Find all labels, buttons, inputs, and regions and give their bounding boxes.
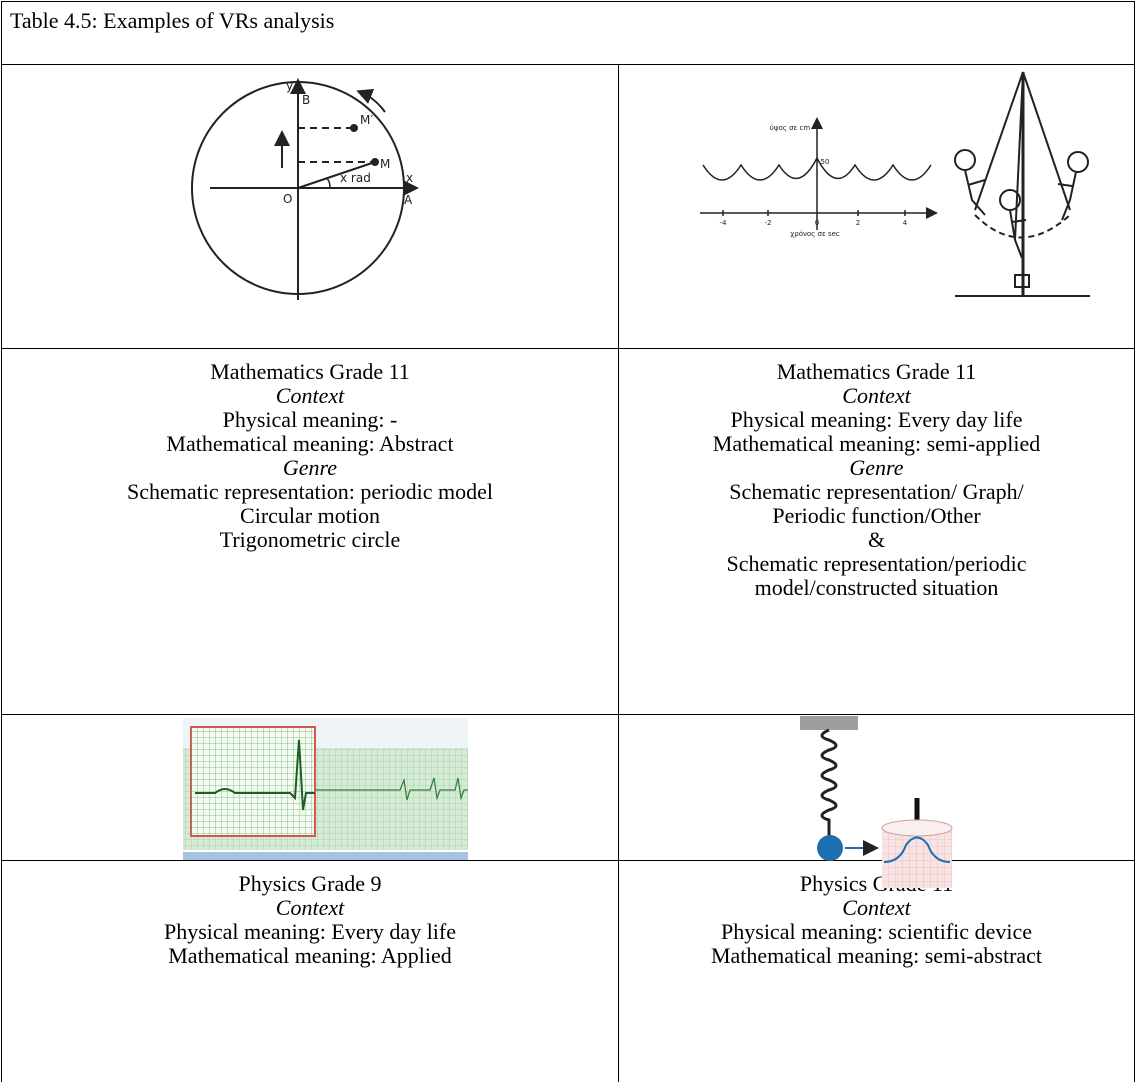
figures: y B M′ M x rad x O A ύψος σε cm 50 -4 -2… bbox=[0, 0, 1136, 1082]
figure-label: ύψος σε cm bbox=[770, 124, 811, 132]
figure-label: M bbox=[380, 157, 390, 171]
figure-label: -4 bbox=[720, 219, 728, 227]
figure-label: 2 bbox=[856, 219, 860, 227]
spring-figure bbox=[800, 716, 952, 888]
wave-graph-figure bbox=[700, 120, 935, 230]
figure-label: x bbox=[406, 171, 413, 185]
trig-circle-figure bbox=[192, 82, 415, 300]
figure-label: 50 bbox=[821, 158, 830, 166]
figure-label: A bbox=[404, 193, 413, 207]
figure-label: 0 bbox=[815, 219, 819, 227]
figure-label: B bbox=[302, 93, 310, 107]
figure-label: χρόνος σε sec bbox=[790, 230, 840, 238]
figure-label: 4 bbox=[903, 219, 908, 227]
figure-label: x rad bbox=[340, 171, 371, 185]
page: Table 4.5: Examples of VRs analysis Math… bbox=[0, 0, 1136, 1082]
figure-label: O bbox=[283, 192, 292, 206]
figure-label: y bbox=[286, 79, 293, 93]
swing-figure bbox=[955, 72, 1090, 296]
figure-label: M′ bbox=[360, 113, 373, 127]
figure-label: -2 bbox=[765, 219, 772, 227]
ecg-figure bbox=[183, 718, 468, 860]
